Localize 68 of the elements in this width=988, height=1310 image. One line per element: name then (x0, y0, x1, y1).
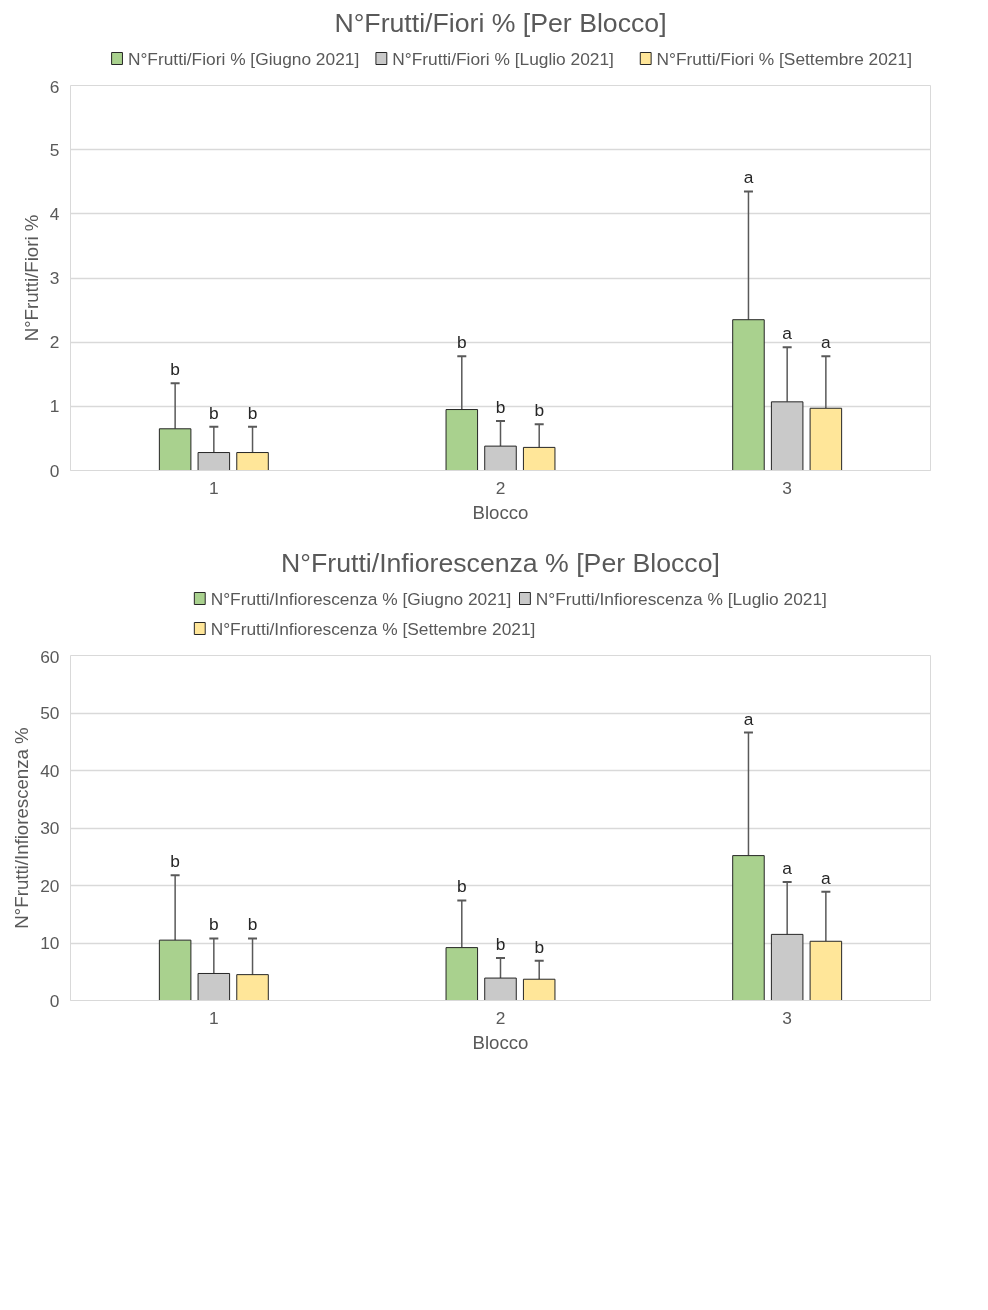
bar (484, 977, 517, 1001)
chart-title: N°Frutti/Fiori % [Per Blocco] (334, 7, 667, 38)
legend-label: N°Frutti/Infiorescenza % [Luglio 2021] (535, 588, 827, 609)
bar (197, 452, 231, 471)
annotation: a (782, 858, 793, 879)
bar (445, 947, 479, 1001)
bar (484, 445, 517, 471)
legend-label: N°Frutti/Fiori % [Settembre 2021] (656, 48, 912, 69)
y-tick-label: 2 (49, 332, 60, 353)
y-axis-title: N°Frutti/Fiori % (20, 214, 42, 342)
bar (732, 855, 765, 1001)
annotation: a (782, 323, 793, 344)
legend-label: N°Frutti/Fiori % [Giugno 2021] (127, 48, 360, 69)
annotation: b (495, 933, 506, 954)
annotation: b (209, 914, 219, 935)
x-axis-title: Blocco (472, 1031, 529, 1053)
chart-title: N°Frutti/Infiorescenza % [Per Blocco] (281, 547, 720, 578)
y-tick-label: 4 (49, 203, 60, 224)
bar (197, 972, 231, 1001)
y-tick-label: 1 (49, 396, 60, 417)
x-tick-label: 1 (209, 477, 219, 498)
annotation: b (170, 851, 180, 872)
y-tick-label: 6 (49, 76, 60, 97)
x-axis-title: Blocco (472, 501, 529, 523)
legend-label: N°Frutti/Infiorescenza % [Settembre 2021] (210, 618, 536, 639)
bar (770, 933, 804, 1001)
annotation: b (456, 876, 467, 897)
x-tick-label: 2 (495, 1007, 506, 1028)
bar (809, 407, 843, 471)
annotation: b (247, 402, 258, 423)
y-axis-title: N°Frutti/Infiorescenza % (11, 727, 33, 929)
legend-label: N°Frutti/Infiorescenza % [Giugno 2021] (210, 588, 512, 609)
annotation: b (534, 936, 545, 957)
y-tick-label: 20 (40, 875, 60, 896)
x-tick-label: 1 (209, 1007, 219, 1028)
y-tick-label: 40 (40, 760, 60, 781)
bar (522, 978, 556, 1001)
bar (445, 409, 479, 471)
y-tick-label: 10 (40, 933, 60, 953)
bar (236, 974, 269, 1001)
x-tick-label: 3 (782, 477, 792, 498)
annotation: a (821, 867, 832, 888)
x-tick-label: 2 (495, 477, 506, 498)
annotation: a (821, 332, 832, 353)
legend-label: N°Frutti/Fiori % [Luglio 2021] (392, 48, 614, 69)
annotation: b (534, 400, 545, 421)
y-tick-label: 30 (40, 818, 60, 838)
annotation: b (209, 402, 219, 423)
y-tick-label: 50 (40, 703, 60, 723)
y-tick-label: 60 (40, 646, 60, 667)
y-tick-label: 5 (49, 139, 60, 160)
annotation: a (743, 708, 754, 729)
bar (732, 319, 765, 471)
bar (522, 446, 556, 471)
y-tick-label: 3 (49, 268, 60, 288)
bar (809, 940, 843, 1001)
y-tick-label: 0 (49, 460, 60, 481)
x-tick-label: 3 (782, 1007, 792, 1028)
y-tick-label: 0 (49, 990, 60, 1011)
annotation: b (456, 332, 467, 353)
annotation: b (170, 359, 180, 380)
bar (158, 939, 192, 1001)
annotation: b (247, 914, 258, 935)
annotation: b (495, 397, 506, 418)
bar (770, 401, 804, 471)
bar (236, 452, 269, 471)
bar (158, 428, 192, 471)
annotation: a (743, 167, 754, 188)
